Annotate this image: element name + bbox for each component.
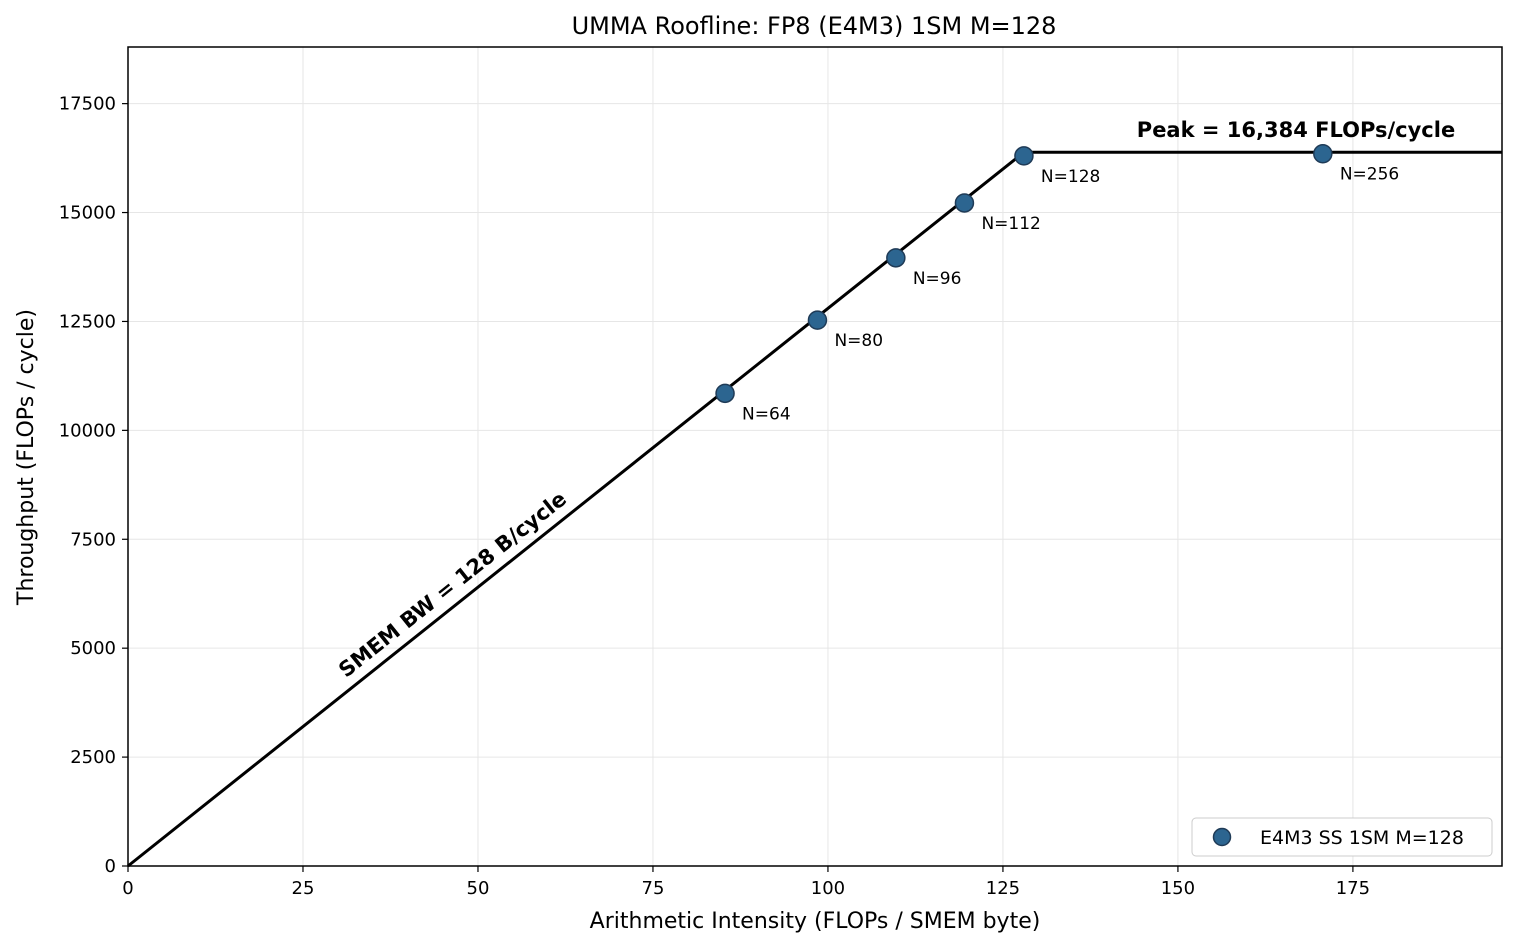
data-point-label: N=64	[742, 404, 791, 424]
data-point-label: N=256	[1340, 165, 1399, 185]
data-point-label: N=80	[834, 331, 883, 351]
legend-box	[1191, 817, 1493, 857]
x-tick-label: 125	[986, 878, 1020, 899]
y-tick-label: 2500	[70, 747, 116, 768]
x-axis-label: Arithmetic Intensity (FLOPs / SMEM byte)	[590, 909, 1041, 934]
y-tick-label: 15000	[59, 203, 116, 224]
x-tick-label: 75	[642, 878, 665, 899]
x-axis-ticks: 0 25 50 75 100 125 150 175	[122, 866, 1370, 899]
y-tick-label: 17500	[59, 94, 116, 115]
x-tick-label: 150	[1161, 878, 1195, 899]
data-point	[807, 310, 828, 330]
y-tick-label: 7500	[70, 529, 116, 550]
y-tick-label: 0	[105, 856, 116, 877]
data-point-label: N=112	[981, 214, 1040, 234]
data-point	[715, 383, 735, 404]
legend-label: E4M3 SS 1SM M=128	[1260, 827, 1464, 849]
y-tick-label: 10000	[59, 420, 116, 441]
chart-title: UMMA Roofline: FP8 (E4M3) 1SM M=128	[572, 12, 1057, 40]
y-tick-label: 12500	[59, 311, 116, 332]
y-tick-label: 5000	[70, 638, 116, 659]
x-tick-label: 175	[1336, 878, 1370, 899]
y-axis-label: Throughput (FLOPs / cycle)	[14, 309, 39, 606]
data-point	[954, 193, 975, 213]
point-labels: N=64 N=80 N=96 N=112 N=128 N=256	[742, 165, 1399, 425]
peak-label: Peak = 16,384 FLOPs/cycle	[1137, 118, 1455, 142]
x-tick-label: 25	[292, 878, 315, 899]
x-tick-label: 0	[122, 878, 133, 899]
data-point-label: N=128	[1041, 167, 1100, 187]
x-tick-label: 50	[467, 878, 490, 899]
legend: E4M3 SS 1SM M=128	[1191, 817, 1493, 857]
data-point	[886, 248, 906, 268]
legend-marker	[1212, 827, 1232, 847]
data-points	[715, 143, 1333, 404]
x-tick-label: 100	[811, 878, 845, 899]
y-axis-ticks: 0 2500 5000 7500 10000 12500 15000 17500	[59, 94, 128, 877]
plot-frame	[127, 46, 1503, 867]
data-point	[1313, 143, 1333, 164]
data-point	[1014, 146, 1034, 166]
data-point-label: N=96	[913, 269, 962, 289]
